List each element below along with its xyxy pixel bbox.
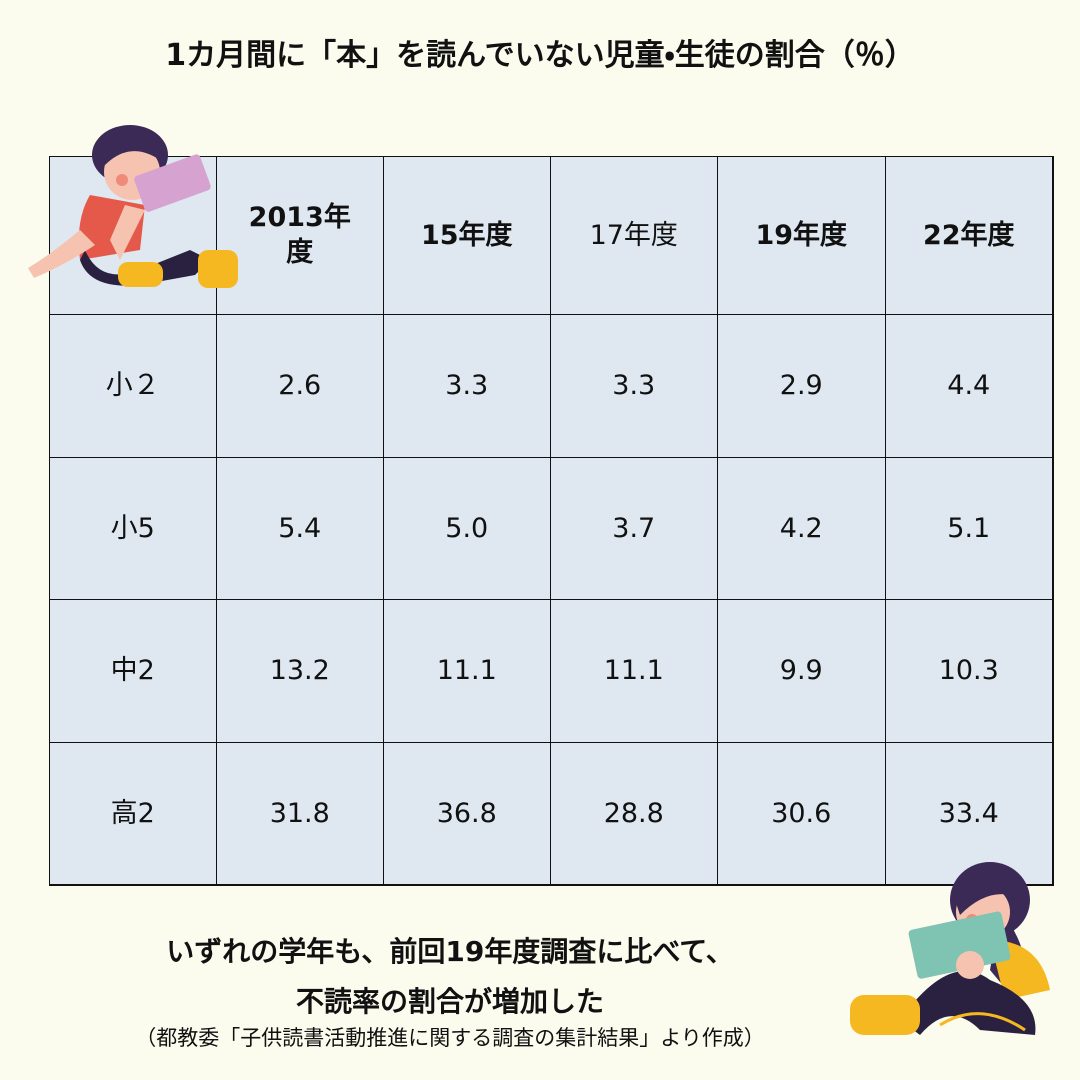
table-cell: 30.6 [716,741,886,885]
footer-line: 不読率の割合が増加した [295,985,604,1018]
row-header: 高2 [48,741,217,885]
column-header: 22年度 [884,155,1053,315]
boy-illustration [28,125,238,288]
title: 1カ月間に「本」を読んでいない児童・生徒の割合（％） [165,38,915,73]
source: （都教委「子供読書活動推進に関する調査の集計結果」より作成） [135,1026,765,1050]
table-cell: 11.1 [549,598,718,743]
table-cell: 13.2 [215,598,384,743]
table: 2013年度 15年度 17年度 19年度 22年度 小２ 2.6 3.3 3.3 2.9 4.4 小… [48,155,1054,886]
table-cell: 3.3 [382,313,551,458]
table-cell: 4.2 [716,456,886,600]
table-cell: 5.1 [884,456,1053,600]
table-cell: 3.7 [549,456,718,600]
girl-illustration [850,862,1050,1035]
table-cell: 33.4 [884,741,1053,885]
table-cell: 36.8 [382,741,551,885]
table-cell: 4.4 [884,313,1053,458]
column-header: 19年度 [716,155,886,315]
column-header: 2013年度 [215,155,384,315]
row-header: 中2 [48,598,217,743]
column-header: 15年度 [382,155,551,315]
footer-line: いずれの学年も、前回19年度調査に比べて、 [166,935,734,968]
table-cell: 10.3 [884,598,1053,743]
row-header: 小２ [48,313,217,458]
column-header: 17年度 [549,155,718,315]
table-cell: 5.4 [215,456,384,600]
table-cell: 5.0 [382,456,551,600]
table-cell: 11.1 [382,598,551,743]
table-cell: 31.8 [215,741,384,885]
table-cell: 3.3 [549,313,718,458]
table-cell: 2.9 [716,313,886,458]
table-cell: 28.8 [549,741,718,885]
table-cell: 2.6 [215,313,384,458]
row-header: 小5 [48,456,217,600]
table-cell: 9.9 [716,598,886,743]
